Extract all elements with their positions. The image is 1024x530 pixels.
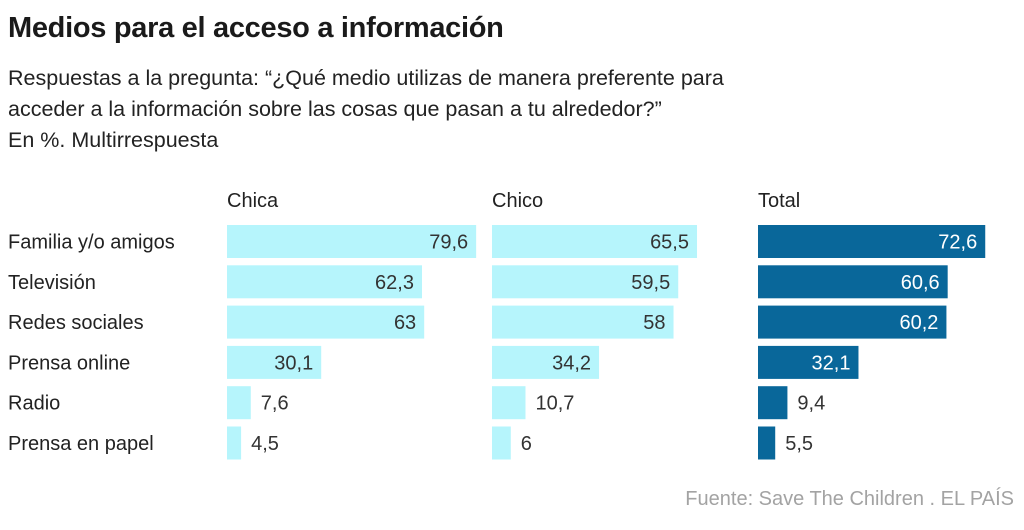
data-label: 60,6 — [901, 272, 940, 294]
bar — [492, 345, 600, 379]
bar — [227, 225, 477, 258]
bar — [227, 386, 251, 420]
bar — [758, 426, 776, 460]
category-label: Prensa en papel — [8, 433, 154, 455]
bar-chart: Familia y/o amigos Televisión Redes social… — [8, 190, 986, 460]
bar — [492, 305, 674, 339]
data-label: 62,3 — [375, 272, 414, 294]
source-note: Fuente: Save The Children . EL PAÍS — [685, 488, 1014, 510]
bar — [758, 386, 788, 420]
series-header: Total — [758, 190, 800, 212]
bar — [758, 345, 859, 379]
bar — [492, 225, 698, 258]
subtitle-line: Respuestas a la pregunta: “¿Qué medio ut… — [8, 66, 724, 90]
data-label: 79,6 — [429, 232, 468, 254]
bar — [758, 265, 948, 299]
series-header: Chico — [492, 190, 543, 212]
chart-title: Medios para el acceso a información — [8, 12, 504, 44]
category-label: Televisión — [8, 272, 96, 294]
data-label: 59,5 — [631, 272, 670, 294]
category-label: Familia y/o amigos — [8, 232, 175, 254]
data-label: 60,2 — [899, 312, 938, 334]
data-label: 32,1 — [812, 352, 851, 374]
data-label: 65,5 — [650, 232, 689, 254]
bar — [227, 345, 322, 379]
subtitle-line: En %. Multirrespuesta — [8, 128, 219, 152]
data-label: 7,6 — [261, 393, 289, 415]
bar — [758, 305, 947, 339]
data-label: 10,7 — [535, 393, 574, 415]
data-label: 34,2 — [552, 352, 591, 374]
data-label: 30,1 — [274, 352, 313, 374]
bar — [227, 305, 425, 339]
bar — [227, 426, 242, 460]
bar — [492, 265, 679, 299]
data-label: 63 — [394, 312, 416, 334]
bar — [227, 265, 422, 299]
bar — [492, 426, 511, 460]
bar — [492, 386, 526, 420]
bar — [758, 225, 986, 258]
category-label: Prensa online — [8, 352, 130, 374]
series-header: Chica — [227, 190, 279, 212]
data-label: 4,5 — [251, 433, 279, 455]
subtitle-line: acceder a la información sobre las cosas… — [8, 97, 662, 121]
data-label: 5,5 — [785, 433, 813, 455]
data-label: 58 — [643, 312, 665, 334]
data-label: 72,6 — [938, 232, 977, 254]
chart-subtitle: Respuestas a la pregunta: “¿Qué medio ut… — [8, 63, 1008, 156]
category-label: Radio — [8, 393, 60, 415]
data-label: 6 — [521, 433, 532, 455]
category-label: Redes sociales — [8, 312, 144, 334]
data-label: 9,4 — [797, 393, 825, 415]
